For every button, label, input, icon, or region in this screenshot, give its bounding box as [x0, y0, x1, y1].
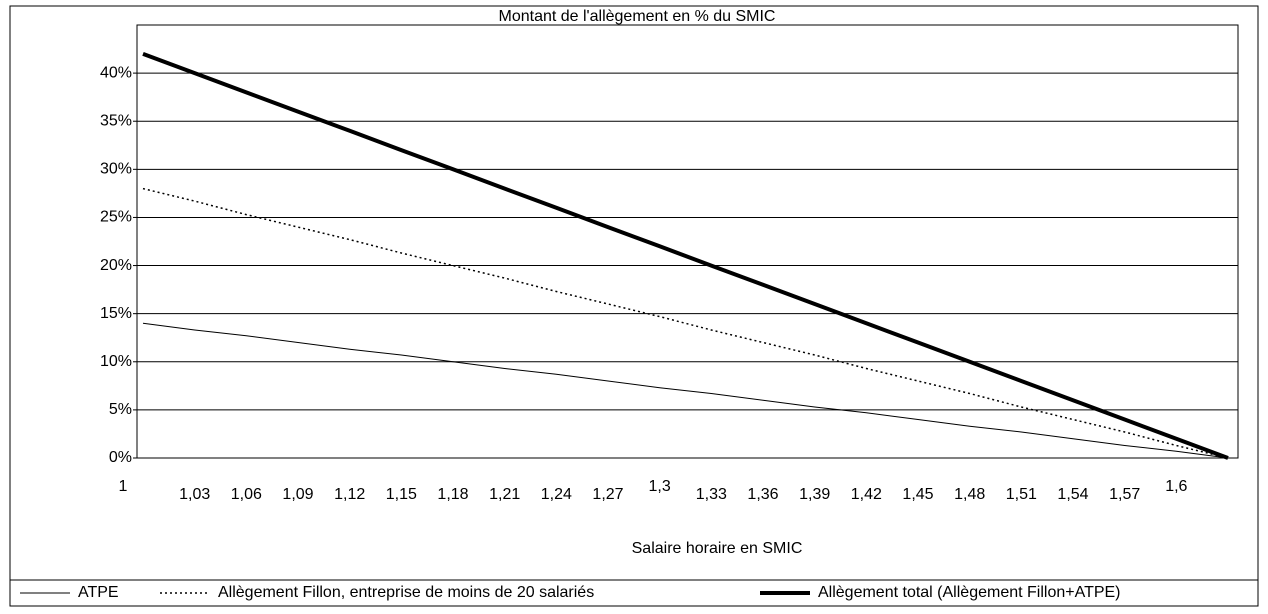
x-tick-label: 1,6	[1165, 478, 1187, 495]
x-tick-label: 1,33	[696, 486, 727, 503]
x-tick-label: 1,3	[649, 478, 671, 495]
x-tick-label: 1,15	[386, 486, 417, 503]
x-tick-label: 1,18	[437, 486, 468, 503]
legend-label: Allègement total (Allègement Fillon+ATPE…	[818, 584, 1121, 601]
series-line	[142, 52, 1229, 460]
x-axis-title: Salaire horaire en SMIC	[632, 540, 803, 557]
x-tick-label: 1,57	[1109, 486, 1140, 503]
x-tick-label: 1,54	[1057, 486, 1088, 503]
x-tick-label: 1,39	[799, 486, 830, 503]
y-tick-label: 30%	[100, 161, 132, 178]
chart-frame	[9, 5, 1259, 607]
x-tick-label: 1,24	[541, 486, 572, 503]
y-tick-label: 15%	[100, 305, 132, 322]
y-tick-label: 25%	[100, 209, 132, 226]
x-tick-label: 1,48	[954, 486, 985, 503]
y-tick-label: 5%	[109, 401, 132, 418]
x-tick-label: 1,51	[1006, 486, 1037, 503]
series-line	[142, 322, 1229, 459]
x-tick-label: 1,36	[747, 486, 778, 503]
legend-label: ATPE	[78, 584, 119, 601]
y-tick-label: 20%	[100, 257, 132, 274]
y-tick-label: 0%	[109, 449, 132, 466]
y-tick-label: 35%	[100, 112, 132, 129]
x-tick-label: 1,45	[902, 486, 933, 503]
y-tick-label: 10%	[100, 353, 132, 370]
x-tick-label: 1,21	[489, 486, 520, 503]
y-tick-label: 40%	[100, 64, 132, 81]
x-tick-label: 1,06	[231, 486, 262, 503]
chart-title: Montant de l'allègement en % du SMIC	[499, 8, 776, 25]
x-tick-label: 1	[119, 478, 128, 495]
x-tick-label: 1,27	[592, 486, 623, 503]
series-line	[142, 187, 1229, 459]
x-tick-label: 1,03	[179, 486, 210, 503]
x-tick-label: 1,12	[334, 486, 365, 503]
x-tick-label: 1,09	[282, 486, 313, 503]
legend-label: Allègement Fillon, entreprise de moins d…	[218, 584, 594, 601]
x-tick-label: 1,42	[851, 486, 882, 503]
